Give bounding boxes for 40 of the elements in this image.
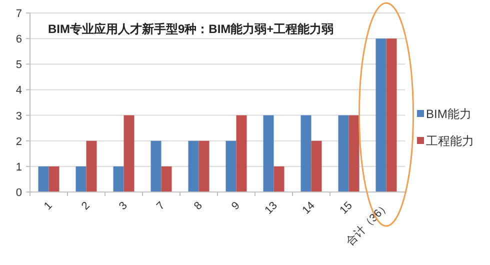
legend-label: BIM能力 xyxy=(426,107,472,121)
legend-label: 工程能力 xyxy=(426,134,474,148)
y-tick-label: 0 xyxy=(16,187,22,199)
bar xyxy=(113,166,124,192)
text: BIM专业应用人才新手型9种：BIM能力弱+工程能力弱 xyxy=(48,22,334,36)
x-tick-label: 3 xyxy=(117,200,130,212)
bar xyxy=(376,38,386,192)
bar xyxy=(311,140,322,192)
y-tick-label: 5 xyxy=(16,59,22,72)
bar xyxy=(38,166,49,192)
x-tick-label: 8 xyxy=(192,200,205,212)
bar xyxy=(198,140,210,192)
y-tick-label: 2 xyxy=(16,136,22,148)
y-tick-label: 1 xyxy=(16,161,22,174)
x-tick-label: 9 xyxy=(230,200,242,212)
x-tick-label: 7 xyxy=(154,200,168,212)
bar xyxy=(236,115,247,192)
y-tick-label: 7 xyxy=(16,8,22,20)
bar xyxy=(226,140,236,192)
x-tick-label: 13 xyxy=(262,200,280,217)
y-tick-label: 4 xyxy=(16,84,22,97)
bar xyxy=(300,115,312,192)
bar xyxy=(274,166,284,192)
bar xyxy=(348,115,360,192)
bar xyxy=(48,166,60,192)
bar xyxy=(386,38,397,192)
bar xyxy=(188,140,199,192)
x-tick-label: 14 xyxy=(300,200,318,217)
y-tick-label: 6 xyxy=(16,34,22,46)
bar xyxy=(263,115,274,192)
bar xyxy=(124,115,134,192)
x-tick-label: 2 xyxy=(80,200,92,212)
x-tick-label: 1 xyxy=(42,200,55,212)
bar xyxy=(76,166,86,192)
y-tick-label: 3 xyxy=(16,110,22,122)
bar xyxy=(161,166,172,192)
bar xyxy=(150,140,162,192)
bar xyxy=(338,115,349,192)
bar xyxy=(86,140,97,192)
x-tick-label: 15 xyxy=(338,200,355,217)
